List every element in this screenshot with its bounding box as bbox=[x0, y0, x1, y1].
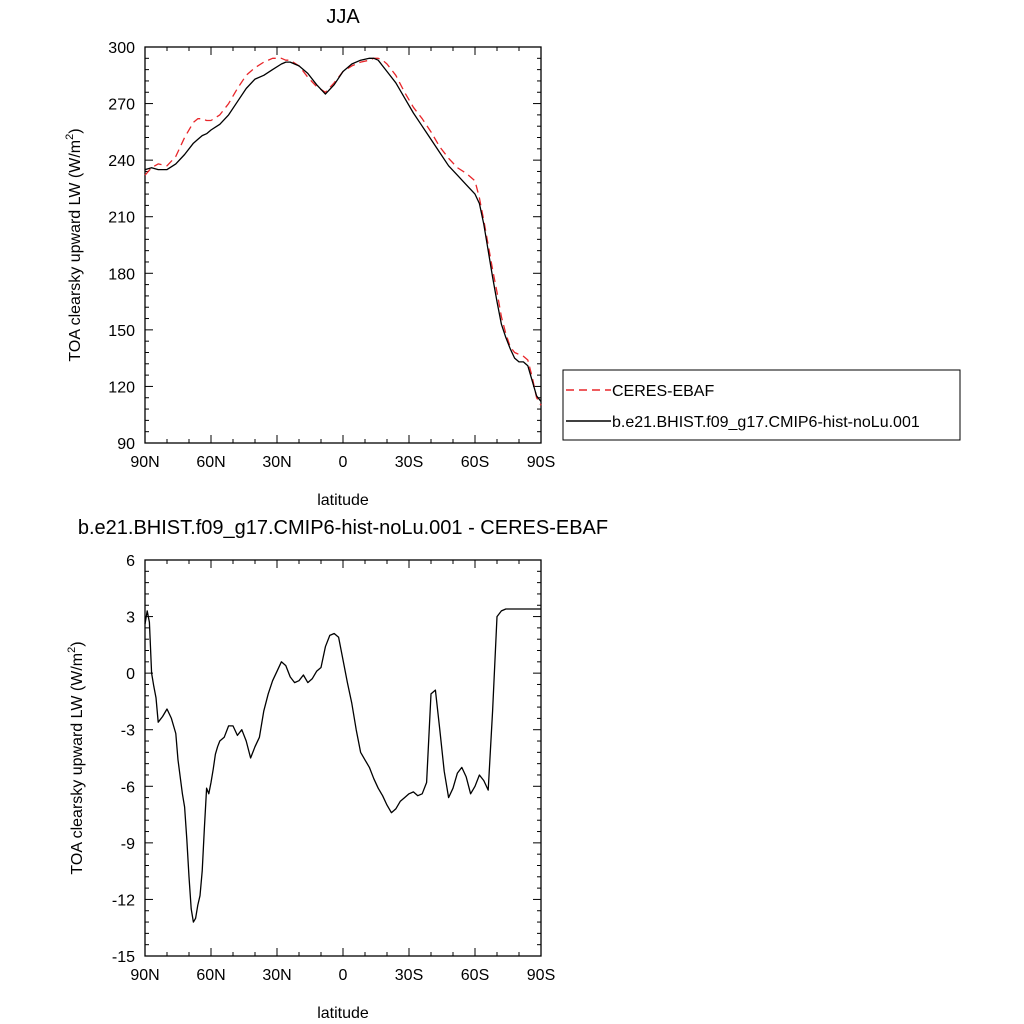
top-x-tick-label: 60S bbox=[461, 454, 489, 471]
bottom-plot-frame bbox=[144, 559, 542, 957]
bottom-x-tick-label: 30S bbox=[395, 967, 423, 984]
legend: CERES-EBAF b.e21.BHIST.f09_g17.CMIP6-his… bbox=[562, 369, 961, 441]
top-series-line-1 bbox=[144, 57, 542, 402]
top-y-tick-label: 210 bbox=[108, 210, 135, 227]
top-y-tick-label: 180 bbox=[108, 266, 135, 283]
top-x-axis-label: latitude bbox=[317, 492, 369, 509]
bottom-chart-title: b.e21.BHIST.f09_g17.CMIP6-hist-noLu.001 … bbox=[78, 517, 608, 539]
top-y-tick-label: 150 bbox=[108, 323, 135, 340]
top-x-tick-label: 90S bbox=[527, 454, 555, 471]
top-y-tick-label: 240 bbox=[108, 153, 135, 170]
bottom-series-line-0 bbox=[144, 608, 541, 923]
top-x-tick-label: 30N bbox=[262, 454, 291, 471]
bottom-x-tick-label: 30N bbox=[262, 967, 291, 984]
top-x-tick-label: 60N bbox=[196, 454, 225, 471]
bottom-y-tick-label: -12 bbox=[112, 892, 135, 909]
top-x-tick-label: 30S bbox=[395, 454, 423, 471]
bottom-x-tick-label: 60S bbox=[461, 967, 489, 984]
bottom-x-tick-label: 60N bbox=[196, 967, 225, 984]
bottom-axis-ticks: 90N 60N 30N 0 30S 60S 90S -15 -12 -9 -6 -3 0 3 6 bbox=[112, 553, 555, 984]
top-panel: JJA 90N 60N 30N 0 30S 60S 90S 90 120 150 180 210 240… bbox=[64, 6, 555, 509]
bottom-x-axis-label: latitude bbox=[317, 1005, 369, 1022]
top-series-group bbox=[144, 57, 542, 406]
bottom-x-tick-label: 90S bbox=[527, 967, 555, 984]
top-y-tick-label: 90 bbox=[117, 436, 135, 453]
bottom-series-group bbox=[144, 608, 541, 923]
bottom-x-tick-label: 90N bbox=[130, 967, 159, 984]
bottom-y-axis-label: TOA clearsky upward LW (W/m2) bbox=[66, 641, 86, 874]
bottom-y-tick-label: 6 bbox=[126, 553, 135, 570]
bottom-y-tick-label: -3 bbox=[121, 723, 135, 740]
top-y-axis-label: TOA clearsky upward LW (W/m2) bbox=[64, 128, 84, 361]
top-series-line-0 bbox=[144, 57, 542, 406]
top-chart-title: JJA bbox=[326, 6, 360, 28]
legend-box bbox=[562, 369, 961, 441]
bottom-y-tick-label: -6 bbox=[121, 779, 135, 796]
bottom-y-tick-label: 0 bbox=[126, 666, 135, 683]
top-y-tick-label: 270 bbox=[108, 97, 135, 114]
top-y-tick-label: 120 bbox=[108, 379, 135, 396]
bottom-y-tick-label: -15 bbox=[112, 949, 135, 966]
top-plot-frame bbox=[144, 46, 542, 444]
top-axis-ticks: 90N 60N 30N 0 30S 60S 90S 90 120 150 180 210 240 270 3… bbox=[108, 40, 555, 471]
bottom-y-tick-label: -9 bbox=[121, 836, 135, 853]
top-y-tick-label: 300 bbox=[108, 40, 135, 57]
top-x-tick-label: 0 bbox=[339, 454, 348, 471]
top-x-tick-label: 90N bbox=[130, 454, 159, 471]
bottom-x-tick-label: 0 bbox=[339, 967, 348, 984]
bottom-y-tick-label: 3 bbox=[126, 610, 135, 627]
legend-label-model: b.e21.BHIST.f09_g17.CMIP6-hist-noLu.001 bbox=[612, 414, 920, 431]
legend-label-ceres: CERES-EBAF bbox=[612, 383, 714, 400]
bottom-panel: b.e21.BHIST.f09_g17.CMIP6-hist-noLu.001 … bbox=[66, 517, 608, 1022]
